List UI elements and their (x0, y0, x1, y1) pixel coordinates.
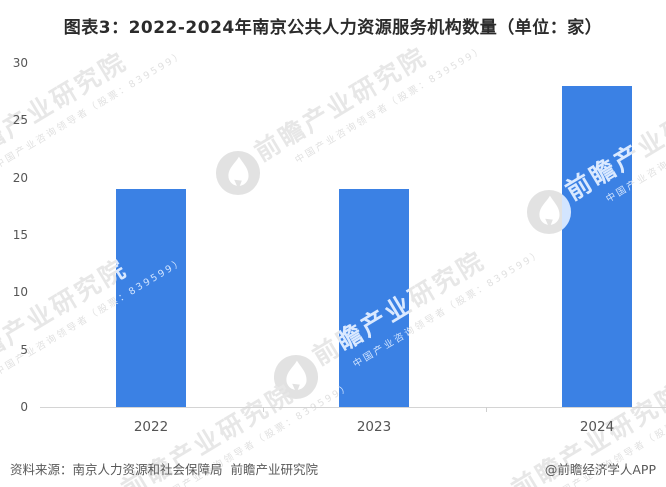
x-axis-label: 2024 (579, 419, 615, 435)
y-axis-tick-label: 0 (20, 400, 28, 414)
y-axis-tick-label: 30 (12, 56, 28, 70)
bar-2023 (339, 189, 409, 407)
credit-note: @前瞻经济学人APP (544, 462, 656, 477)
watermark-text: 前瞻产业研究院 (0, 253, 133, 380)
bar-2022 (116, 189, 186, 407)
y-axis-tick-label: 15 (12, 228, 28, 242)
y-axis-tick-label: 5 (20, 342, 28, 357)
x-axis-tick (486, 407, 487, 412)
chart-title: 图表3：2022-2024年南京公共人力资源服务机构数量（单位：家） (63, 18, 603, 38)
y-axis-tick-label: 10 (12, 285, 28, 300)
x-axis-line (40, 407, 666, 408)
source-note: 资料来源：南京人力资源和社会保障局 前瞻产业研究院 (10, 462, 318, 477)
qianzhan-logo-icon (273, 354, 319, 404)
x-axis-label: 2022 (133, 419, 169, 435)
y-axis-tick-label: 20 (12, 170, 28, 185)
watermark-subtext: 中国产业咨询领导者（股票：839599） (0, 48, 187, 172)
bar-2024 (562, 85, 632, 407)
x-axis-label: 2023 (356, 419, 392, 435)
y-axis-tick-label: 25 (12, 113, 28, 128)
x-axis-tick (263, 407, 264, 412)
qianzhan-logo-icon (215, 150, 261, 200)
